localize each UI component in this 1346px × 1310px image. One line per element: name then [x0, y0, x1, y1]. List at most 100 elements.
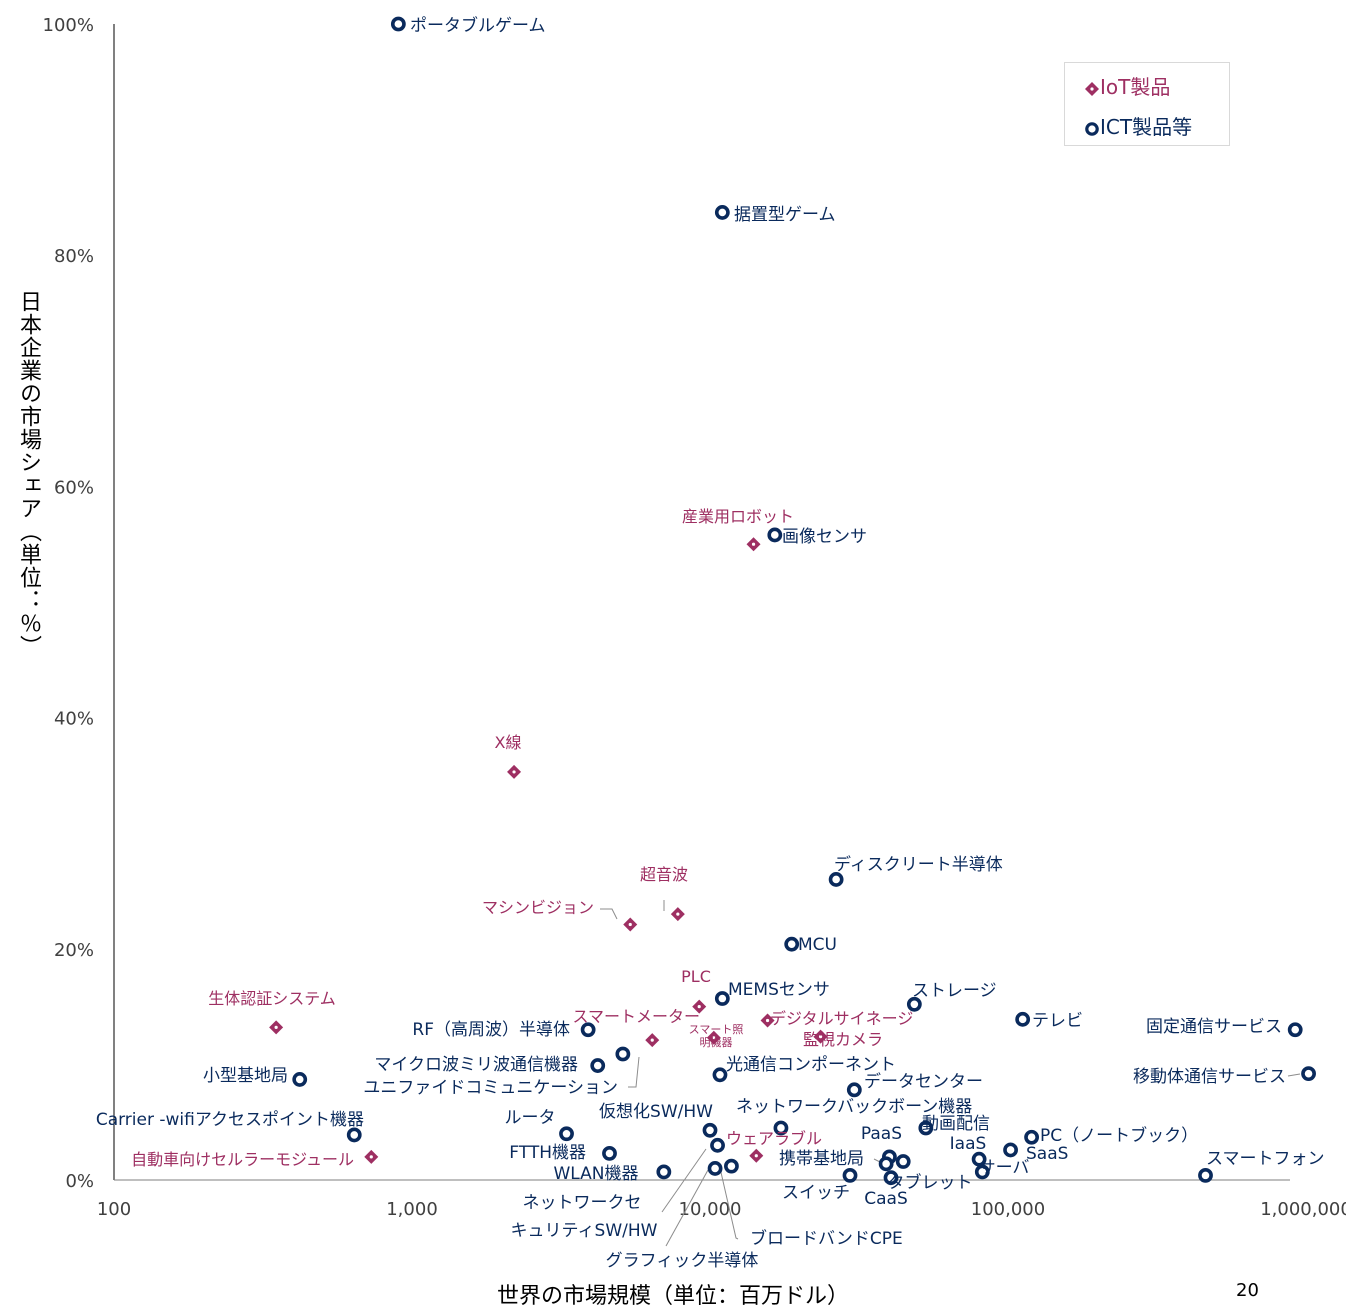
x-axis-title: 世界の市場規模（単位：百万ドル）: [496, 1284, 849, 1309]
point-label: PLC: [681, 967, 711, 986]
ict-point: [590, 1058, 606, 1073]
point-label: マシンビジョン: [482, 898, 594, 917]
ict-point: [1015, 1011, 1031, 1027]
point-label: ネットワークセ: [523, 1193, 642, 1213]
legend-label-ict: ICT製品等: [1100, 115, 1193, 139]
ict-point: [707, 1161, 723, 1176]
x-tick-label: 100,000: [971, 1199, 1045, 1220]
leader-line: [600, 908, 618, 920]
legend-label-iot: IoT製品: [1100, 75, 1171, 99]
x-tick-label: 1,000,000: [1260, 1199, 1346, 1220]
point-label: 移動体通信サービス: [1133, 1067, 1286, 1087]
ict-point: [883, 1170, 899, 1186]
point-label: PaaS: [861, 1124, 902, 1144]
ict-point: [1198, 1167, 1213, 1183]
point-label: キュリティSW/HW: [511, 1221, 658, 1241]
ict-point: [895, 1154, 911, 1169]
x-tick-label: 10,000: [679, 1199, 742, 1220]
y-tick-label: 20%: [54, 940, 94, 961]
iot-point-center: [754, 1154, 758, 1158]
point-label: ウェアラブル: [726, 1129, 822, 1148]
point-label: MEMSセンサ: [728, 980, 830, 1000]
ict-point: [918, 1120, 934, 1136]
y-tick-label: 100%: [43, 15, 94, 36]
iot-point-center: [751, 542, 756, 546]
point-label: 自動車向けセルラーモジュール: [131, 1150, 354, 1169]
leader-line: [1287, 1073, 1301, 1077]
ict-point: [714, 205, 730, 220]
point-label: ネットワークバックボーン機器: [736, 1097, 972, 1117]
ict-point: [615, 1046, 631, 1062]
ict-point: [580, 1022, 596, 1038]
leader-line: [628, 1056, 640, 1088]
ict-point: [712, 1067, 728, 1083]
ict-point: [656, 1164, 672, 1180]
point-label: MCU: [798, 935, 837, 955]
legend-item-iot: IoT製品: [1085, 71, 1170, 100]
y-tick-label: 60%: [54, 477, 94, 498]
leader-line: [719, 1167, 739, 1240]
legend-item-ict: ICT製品等: [1085, 111, 1192, 140]
circle-marker-icon: [1085, 122, 1099, 136]
point-label: X線: [495, 733, 522, 752]
page-number: 20: [1236, 1280, 1259, 1301]
iot-point-center: [818, 1035, 823, 1039]
point-label: スイッチ: [782, 1183, 850, 1203]
point-label: 超音波: [640, 865, 688, 884]
y-tick-label: 0%: [65, 1171, 94, 1192]
iot-point-center: [765, 1018, 770, 1023]
point-label: IaaS: [950, 1134, 987, 1154]
point-label: 画像センサ: [782, 527, 867, 547]
point-label: ルータ: [505, 1108, 556, 1128]
point-label: マイクロ波ミリ波通信機器: [374, 1055, 578, 1075]
iot-point-center: [512, 770, 516, 774]
iot-point-center: [697, 1005, 701, 1009]
point-label: 生体認証システム: [208, 989, 336, 1008]
ict-point: [846, 1082, 862, 1098]
point-label: 監視カメラ: [803, 1030, 883, 1049]
legend: IoT製品 ICT製品等: [1064, 62, 1230, 146]
point-label: ストレージ: [912, 981, 997, 1001]
point-label: FTTH機器: [509, 1143, 586, 1163]
ict-point: [602, 1146, 617, 1161]
diamond-marker-icon: [1085, 82, 1099, 96]
ict-point: [1301, 1066, 1316, 1082]
iot-point-center: [274, 1025, 278, 1030]
point-label: 小型基地局: [203, 1066, 288, 1086]
point-label: 産業用ロボット: [682, 507, 794, 526]
ict-point: [842, 1167, 858, 1183]
x-tick-labels: 100 1,000 10,000 100,000 1,000,000: [97, 1199, 1346, 1220]
point-label: CaaS: [864, 1189, 908, 1209]
ict-point: [906, 996, 922, 1012]
point-label: スマート照: [689, 1023, 744, 1036]
ict-point: [767, 527, 783, 543]
point-label: 明機器: [700, 1035, 733, 1049]
y-tick-label: 40%: [54, 709, 94, 730]
point-label: Carrier -wifiアクセスポイント機器: [96, 1110, 364, 1130]
ict-point: [1003, 1142, 1018, 1158]
point-label: 据置型ゲーム: [734, 205, 836, 225]
point-label: グラフィック半導体: [606, 1251, 759, 1271]
point-label: WLAN機器: [553, 1164, 638, 1184]
point-label: スマートフォン: [1206, 1149, 1325, 1169]
ict-point: [773, 1120, 789, 1136]
ict-point: [702, 1122, 718, 1138]
point-label: 動画配信: [922, 1114, 990, 1134]
leader-line: [661, 1148, 707, 1213]
point-label: 携帯基地局: [779, 1149, 864, 1169]
ict-point: [878, 1156, 894, 1172]
ict-point: [1024, 1129, 1039, 1145]
iot-point-center: [369, 1155, 373, 1159]
y-axis-title: 日本企業の市場シェア（単位：％）: [16, 290, 41, 658]
point-label: 仮想化SW/HW: [599, 1102, 713, 1122]
ict-point: [714, 991, 730, 1006]
y-tick-labels: 0% 20% 40% 60% 80% 100%: [43, 15, 94, 1192]
iot-point-center: [650, 1038, 654, 1042]
point-label: テレビ: [1032, 1011, 1083, 1031]
point-label: データセンター: [864, 1071, 983, 1092]
ict-point: [971, 1151, 987, 1167]
point-label: タブレット: [888, 1172, 973, 1193]
data-points: [269, 16, 1316, 1186]
ict-point: [390, 16, 406, 32]
